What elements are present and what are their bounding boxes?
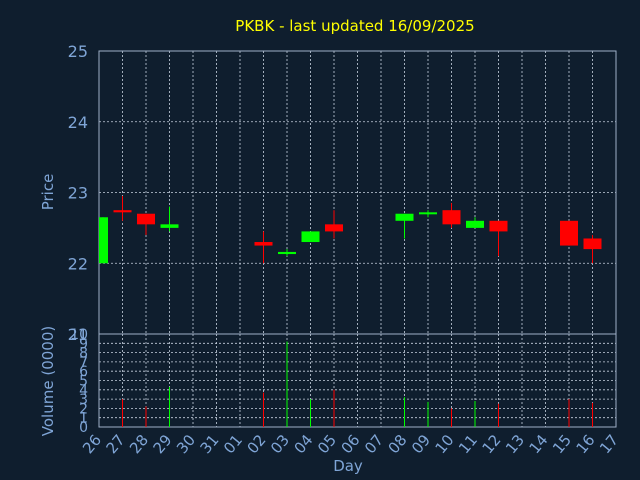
volume-bar-series bbox=[122, 341, 593, 427]
volume-plot-frame bbox=[98, 333, 617, 428]
volume-tick-label: 0 bbox=[79, 420, 88, 436]
volume-tick-label: 2 bbox=[79, 401, 88, 417]
candle-body bbox=[560, 220, 578, 246]
price-axis-label: Price bbox=[39, 174, 57, 211]
volume-tick-label: 3 bbox=[79, 392, 88, 408]
volume-tick-label: 5 bbox=[79, 374, 88, 390]
candlestick-series bbox=[99, 196, 602, 264]
price-tick-label: 25 bbox=[68, 42, 88, 61]
volume-tick-label: 6 bbox=[79, 364, 88, 380]
volume-tick-label: 1 bbox=[79, 411, 88, 427]
volume-tick-label: 8 bbox=[79, 346, 88, 362]
volume-tick-label: 9 bbox=[79, 336, 88, 352]
price-tick-label: 22 bbox=[68, 254, 88, 273]
candle-body bbox=[466, 220, 484, 228]
candle-body bbox=[583, 238, 602, 250]
candle-body bbox=[419, 212, 437, 215]
candle-body bbox=[442, 210, 461, 225]
candle-body bbox=[395, 213, 414, 221]
day-x-ticks: 2627282930310102030405060708091011121314… bbox=[79, 431, 622, 457]
candle-body bbox=[301, 231, 320, 243]
chart-title: PKBK - last updated 16/09/2025 bbox=[235, 17, 474, 35]
volume-tick-label: 7 bbox=[79, 355, 88, 371]
volume-tick-label: 4 bbox=[79, 383, 88, 399]
price-tick-label: 21 bbox=[68, 325, 88, 344]
candle-body bbox=[160, 224, 179, 228]
volume-tick-label: 10 bbox=[70, 327, 88, 343]
day-axis-label: Day bbox=[333, 457, 363, 475]
candle-body bbox=[254, 242, 273, 246]
candle-body bbox=[113, 210, 132, 213]
candle-body bbox=[99, 217, 108, 264]
price-tick-label: 23 bbox=[68, 184, 88, 203]
candle-body bbox=[278, 251, 296, 255]
price-tick-label: 24 bbox=[68, 113, 88, 132]
candle-body bbox=[325, 224, 343, 232]
volume-axis-label: Volume (0000) bbox=[39, 326, 57, 436]
candle-body bbox=[489, 220, 508, 232]
price-y-ticks: 21 22 23 24 25 bbox=[68, 42, 88, 344]
candle-body bbox=[137, 213, 155, 225]
